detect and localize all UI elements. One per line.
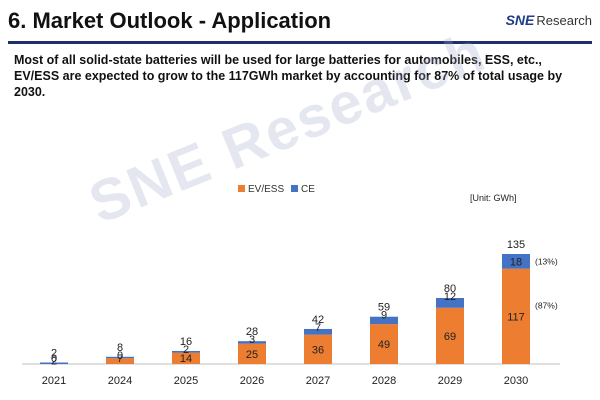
bar-ev-ess-2025 [172, 352, 200, 364]
legend-swatch-ev-ess [238, 185, 245, 192]
bar-ce-2021 [40, 362, 68, 364]
bar-ce-2029 [436, 298, 464, 308]
description-line: 2030. [14, 85, 46, 99]
bar-ev-ess-2026 [238, 343, 266, 364]
annotation-ev-ess: (87%) [535, 300, 558, 310]
bar-ev-ess-2027 [304, 334, 332, 364]
total-label-2027: 42 [312, 314, 324, 326]
logo-suffix: Research [536, 12, 592, 28]
data-label-ce-2024: 0 [117, 350, 123, 362]
legend-label-ce: CE [301, 184, 315, 195]
bar-ev-ess-2030 [502, 268, 530, 364]
total-label-2026: 28 [246, 326, 258, 338]
x-tick-label-2029: 2029 [438, 375, 462, 387]
total-label-2028: 59 [378, 302, 390, 314]
data-label-ev-ess-2027: 36 [312, 344, 324, 356]
total-label-2024: 8 [117, 342, 123, 354]
total-label-2030: 135 [507, 239, 525, 251]
logo-brand: SNE [505, 12, 535, 28]
bar-ce-2024 [106, 356, 134, 359]
data-label-ev-ess-2029: 69 [444, 331, 456, 343]
title-rule [8, 41, 592, 44]
page-title: 6. Market Outlook - Application [8, 8, 332, 33]
bar-ce-2028 [370, 316, 398, 325]
description-line: Most of all solid-state batteries will b… [14, 53, 542, 67]
legend-label-ev-ess: EV/ESS [248, 184, 284, 195]
bar-ev-ess-2029 [436, 307, 464, 364]
bar-ev-ess-2024 [106, 358, 134, 364]
bar-ce-2025 [172, 350, 200, 353]
data-label-ev-ess-2026: 25 [246, 349, 258, 361]
bar-ce-2026 [238, 341, 266, 344]
data-label-ce-2029: 12 [444, 291, 456, 303]
unit-label: [Unit: GWh] [470, 193, 517, 203]
bar-ce-2027 [304, 328, 332, 335]
description: Most of all solid-state batteries will b… [14, 52, 589, 100]
legend-swatch-ce [291, 185, 298, 192]
data-label-ce-2027: 7 [315, 322, 321, 334]
x-tick-label-2028: 2028 [372, 375, 396, 387]
x-tick-label-2030: 2030 [504, 375, 528, 387]
description-line: EV/ESS are expected to grow to the 117GW… [14, 69, 563, 83]
data-label-ce-2025: 2 [183, 344, 189, 356]
bar-ev-ess-2028 [370, 324, 398, 364]
x-tick-label-2025: 2025 [174, 375, 198, 387]
data-label-ce-2028: 9 [381, 310, 387, 322]
x-tick-label-2026: 2026 [240, 375, 264, 387]
total-label-2021: 2 [51, 348, 57, 360]
x-tick-label-2021: 2021 [42, 375, 66, 387]
data-label-ev-ess-2030: 117 [507, 311, 525, 323]
brand-logo: SNE Research [506, 12, 592, 28]
data-label-ce-2026: 3 [249, 334, 255, 346]
bar-ce-2030 [502, 254, 530, 269]
data-label-ev-ess-2028: 49 [378, 339, 390, 351]
data-label-ce-2030: 18 [510, 256, 522, 268]
total-label-2025: 16 [180, 336, 192, 348]
data-label-ce-2021: 2 [51, 356, 57, 368]
x-tick-label-2027: 2027 [306, 375, 330, 387]
x-tick-label-2024: 2024 [108, 375, 132, 387]
total-label-2029: 80 [444, 283, 456, 295]
data-label-ev-ess-2025: 14 [180, 353, 192, 365]
data-label-ev-ess-2024: 7 [117, 353, 123, 365]
data-label-ev-ess-2021: 0 [51, 353, 57, 365]
annotation-ce: (13%) [535, 256, 558, 266]
